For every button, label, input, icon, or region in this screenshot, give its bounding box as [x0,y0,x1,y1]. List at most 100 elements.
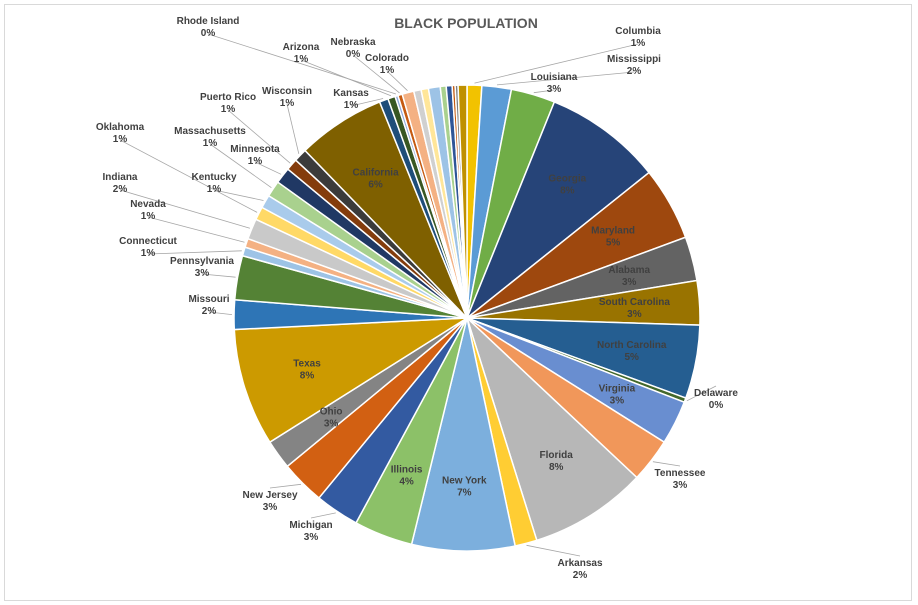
leader-line-kentucky [213,189,264,201]
leader-line-indiana [119,189,251,229]
slice-label-puerto-rico: Puerto Rico [200,92,256,103]
leader-line-oklahoma [119,139,258,213]
slice-percent-columbia: 1% [631,38,646,49]
slice-percent-virginia: 3% [610,395,625,406]
leader-line-puerto-rico [227,109,291,164]
slice-new-york [410,317,517,552]
slice-labels: Columbia1%Mississippi2%Louisiana3%Georgi… [96,16,739,581]
leader-line-nevada [147,216,245,243]
leader-line-pennsylvania [201,273,236,278]
slice-texas [233,317,470,444]
slice-label-virginia: Virginia [599,383,636,394]
slice-label-kansas: Kansas [333,88,369,99]
slice-label-massachusetts: Massachusetts [174,126,246,137]
slice-florida [465,315,638,542]
slice-percent-georgia: 8% [560,186,575,197]
leader-line-rhode-island [207,33,397,95]
slice-percent-louisiana: 3% [547,84,562,95]
slice-percent-new-jersey: 3% [263,502,278,513]
leader-line-missouri [208,311,233,315]
slice-label-arkansas: Arkansas [557,558,602,569]
slice-label-minnesota: Minnesota [230,144,280,155]
slice-percent-alabama: 3% [622,277,637,288]
leader-line-wisconsin [286,103,300,154]
slice-percent-arkansas: 2% [573,570,588,581]
slice-label-new-york: New York [442,476,487,487]
slice-label-georgia: Georgia [548,174,586,185]
slice-percent-colorado: 1% [380,65,395,76]
slice-label-maryland: Maryland [591,226,635,237]
slice-percent-kentucky: 1% [207,184,222,195]
leader-line-connecticut [147,250,242,255]
slice-percent-michigan: 3% [304,532,319,543]
leader-line-arkansas [526,544,581,557]
slice-percent-new-york: 7% [457,488,472,499]
slice-label-south-carolina: South Carolina [599,297,671,308]
slice-label-missouri: Missouri [188,294,229,305]
slice-label-delaware: Delaware [694,388,738,399]
slice-label-nebraska: Nebraska [330,37,375,48]
slice-percent-rhode-island: 0% [201,28,216,39]
slice-percent-kansas: 1% [344,100,359,111]
slice-percent-indiana: 2% [113,184,128,195]
leader-line-louisiana [533,89,555,94]
slice-label-oklahoma: Oklahoma [96,122,145,133]
leader-line-new-jersey [269,483,302,489]
slice-percent-oklahoma: 1% [113,134,128,145]
slice-label-illinois: Illinois [391,465,423,476]
slice-percent-missouri: 2% [202,306,217,317]
leader-line-nebraska [352,54,400,94]
leader-line-mississippi [496,71,635,86]
chart-title: BLACK POPULATION [394,15,538,31]
leader-line-minnesota [254,161,282,175]
slice-percent-pennsylvania: 3% [195,268,210,279]
slice-percent-nevada: 1% [141,211,156,222]
leader-line-colorado [386,70,408,91]
slice-percent-maryland: 5% [606,238,621,249]
slice-percent-ohio: 3% [324,418,339,429]
slice-label-north-carolina: North Carolina [597,340,667,351]
slice-label-wisconsin: Wisconsin [262,86,312,97]
slice-label-california: California [353,167,400,178]
slice-label-kentucky: Kentucky [191,172,236,183]
slice-label-colorado: Colorado [365,53,409,64]
slice-label-texas: Texas [293,359,321,370]
slice-percent-texas: 8% [300,371,315,382]
slice-percent-california: 6% [368,179,383,190]
slice-percent-mississippi: 2% [627,66,642,77]
leader-line-kansas [350,98,384,107]
slice-percent-arizona: 1% [294,54,309,65]
slice-label-pennsylvania: Pennsylvania [170,256,234,267]
slice-label-rhode-island: Rhode Island [177,16,240,27]
leader-line-massachusetts [209,143,272,189]
slice-label-michigan: Michigan [289,520,332,531]
leader-line-columbia [474,43,639,84]
slice-label-tennessee: Tennessee [655,468,706,479]
slice-percent-nebraska: 0% [346,49,361,60]
leader-lines [119,33,717,557]
slice-label-arizona: Arizona [283,42,320,53]
slice-percent-tennessee: 3% [673,480,688,491]
slice-percent-wisconsin: 1% [280,98,295,109]
slice-percent-puerto-rico: 1% [221,104,236,115]
slice-percent-massachusetts: 1% [203,138,218,149]
leader-line-delaware [686,385,717,402]
pie-slices [233,84,701,552]
slice-percent-florida: 8% [549,462,564,473]
slice-label-columbia: Columbia [615,26,661,37]
slice-label-indiana: Indiana [102,172,137,183]
slice-label-florida: Florida [540,450,574,461]
slice-percent-north-carolina: 5% [624,352,639,363]
leader-line-tennessee [652,461,681,467]
slice-georgia [465,101,651,321]
slice-label-alabama: Alabama [608,265,650,276]
slice-unlabeled-43 [457,84,468,319]
slice-percent-minnesota: 1% [248,156,263,167]
slice-percent-delaware: 0% [709,400,724,411]
slice-label-mississippi: Mississippi [607,54,661,65]
slice-label-connecticut: Connecticut [119,236,177,247]
slice-percent-south-carolina: 3% [627,309,642,320]
leader-line-michigan [310,512,336,519]
slice-label-ohio: Ohio [320,406,343,417]
